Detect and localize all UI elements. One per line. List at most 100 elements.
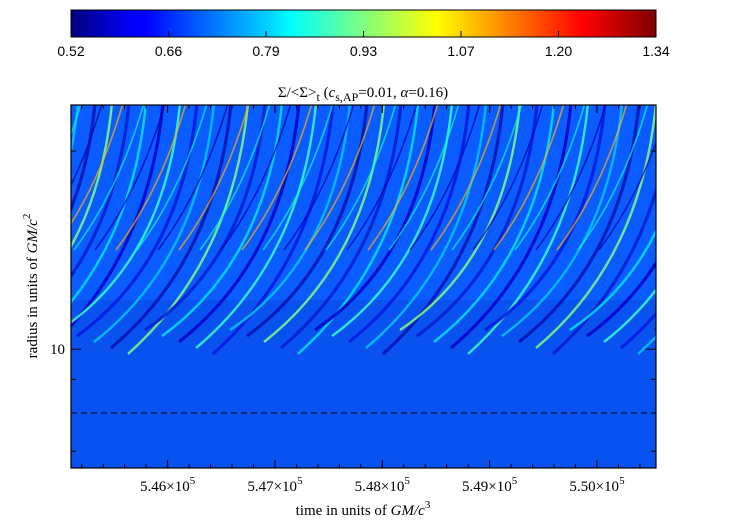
heatmap-ridge-upper — [472, 105, 544, 251]
heatmap-ridge-upper — [199, 105, 271, 251]
x-tick-label: 5.48×105 — [355, 475, 411, 495]
heatmap-ridge-upper — [71, 105, 82, 137]
y-axis-label-unit: GM/c — [25, 219, 41, 253]
heatmap-ridge-upper — [73, 105, 145, 251]
heatmap-ridge — [433, 105, 555, 343]
x-axis-label-unit: GM/c — [391, 503, 425, 519]
heatmap-ridge-upper — [577, 105, 649, 251]
colorbar-tick-label: 0.66 — [155, 43, 182, 59]
y-axis-label-text: radius in units of — [25, 253, 41, 358]
title-cs-sub: s,AP — [335, 90, 358, 104]
heatmap-ridge — [297, 105, 419, 355]
heatmap-ridge-upper — [283, 105, 355, 251]
heatmap-ridge — [71, 105, 181, 324]
heatmap-ridge — [144, 105, 267, 332]
heatmap-ridge — [178, 105, 301, 344]
heatmap-ridge — [71, 105, 79, 157]
heatmap-ridge-upper — [535, 105, 607, 251]
heatmap-ridge-upper — [388, 105, 460, 251]
y-tick-label: 10 — [50, 342, 65, 358]
heatmap-ridge-upper — [94, 105, 166, 251]
plot-frame — [70, 104, 657, 469]
heatmap-ridge-upper — [346, 105, 418, 251]
heatmap-ridge — [551, 185, 656, 356]
heatmap-ridge — [449, 105, 573, 350]
title-alpha-value: =0.16) — [408, 85, 448, 101]
heatmap-ridge — [603, 287, 656, 343]
x-axis: 5.46×105 5.47×105 5.48×105 5.49×105 5.50×105 — [81, 105, 641, 495]
heatmap — [0, 103, 656, 468]
x-axis-label: time in units of GM/c3 — [296, 499, 431, 519]
heatmap-ridge — [279, 105, 403, 350]
heatmap-ridge-upper — [136, 105, 208, 251]
heatmap-ridge — [416, 105, 539, 338]
heatmap-ridge — [109, 105, 233, 350]
heatmap-ridge-upper — [598, 140, 656, 251]
y-axis-label: radius in units of GM/c2 — [21, 214, 41, 359]
heatmap-ridge — [195, 105, 317, 349]
heatmap-ridge — [381, 105, 505, 356]
heatmap-ridge — [71, 105, 131, 279]
heatmap-ridge — [654, 327, 656, 332]
heatmap-ridge — [211, 105, 335, 356]
colorbar-tick-label: 0.52 — [57, 43, 84, 59]
heatmap-ridge — [365, 105, 487, 349]
title-cs-value: =0.01, — [358, 85, 396, 101]
heatmap-ridge-upper — [220, 105, 292, 251]
x-tick-label: 5.46×105 — [140, 475, 196, 495]
heatmap-ridge — [586, 260, 656, 338]
heatmap-ridge — [619, 311, 656, 350]
y-axis-label-unit-sup: 2 — [21, 214, 33, 220]
heatmap-ridge-upper — [262, 105, 334, 251]
heatmap-ridge — [263, 105, 385, 343]
y-axis: 10 — [50, 150, 656, 452]
heatmap-ridge — [161, 105, 283, 337]
x-tick-label: 5.47×105 — [247, 475, 303, 495]
heatmap-ridge — [535, 105, 656, 349]
heatmap-ridge — [71, 105, 113, 249]
heatmap-ridge — [569, 228, 656, 331]
heatmap-ridge-upper — [304, 105, 376, 251]
heatmap-ridge-upper — [430, 105, 502, 251]
heatmap-ridge-upper — [367, 105, 439, 251]
x-axis-label-text: time in units of — [296, 503, 391, 519]
x-tick-label: 5.49×105 — [462, 475, 518, 495]
title-prefix-sub: t — [316, 90, 320, 104]
heatmap-ridge — [348, 105, 471, 344]
heatmap-ridge — [127, 105, 249, 355]
heatmap-ridge — [93, 105, 215, 343]
heatmap-ridge — [71, 105, 165, 329]
title-params-open: ( — [324, 85, 329, 101]
heatmap-ridge-upper — [451, 105, 523, 251]
heatmap-ridge-upper — [241, 105, 313, 251]
x-tick-label: 5.50×105 — [569, 475, 625, 495]
heatmap-ridge — [0, 103, 10, 330]
heatmap-ridge-upper — [493, 105, 565, 251]
heatmap-ridge — [484, 105, 607, 332]
heatmap-ridge-upper — [325, 105, 397, 251]
colorbar-tick-label: 1.07 — [447, 43, 474, 59]
colorbar-tick-label: 0.93 — [350, 43, 377, 59]
x-axis-label-unit-sup: 3 — [425, 499, 431, 511]
title-cs-symbol: c — [329, 85, 336, 101]
title-prefix: Σ/<Σ> — [278, 85, 317, 101]
heatmap-ridge-upper — [115, 105, 187, 251]
heatmap-ridge-upper — [514, 105, 586, 251]
title-alpha-symbol: α — [400, 85, 409, 101]
chart-title: Σ/<Σ>t (cs,AP=0.01, α=0.16) — [278, 85, 448, 104]
colorbar-tick-label: 1.34 — [642, 43, 669, 59]
heatmap-ridge-upper — [71, 105, 124, 226]
heatmap-ridge — [229, 105, 351, 331]
heatmap-ridge — [501, 105, 623, 337]
colorbar-tick-label: 0.79 — [252, 43, 279, 59]
heatmap-ridge-upper — [178, 105, 250, 251]
heatmap-ridge — [467, 105, 589, 355]
colorbar-ticks: 0.52 0.66 0.79 0.93 1.07 1.20 1.34 — [57, 31, 670, 59]
heatmap-ridge-upper — [157, 105, 229, 251]
heatmap-ridge — [71, 105, 147, 304]
heatmap-ridge — [76, 105, 199, 338]
heatmap-ridge-upper — [556, 105, 628, 251]
heatmap-ridge-upper — [71, 105, 103, 188]
colorbar-tick-label: 1.20 — [545, 43, 572, 59]
